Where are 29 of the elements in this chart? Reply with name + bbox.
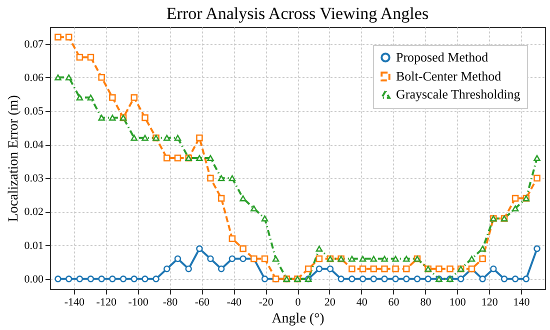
x-tick-label: 20: [324, 296, 336, 308]
chart-title: Error Analysis Across Viewing Angles: [166, 4, 429, 23]
x-tick-label: -60: [194, 296, 210, 308]
x-tick-label: 40: [356, 296, 368, 308]
x-tick-label: 80: [420, 296, 432, 308]
x-tick-label: 60: [388, 296, 400, 308]
x-axis-title: Angle (°): [272, 312, 325, 326]
y-tick-label: 0.06: [24, 72, 44, 84]
legend-label: Grayscale Thresholding: [396, 86, 521, 102]
x-tick-label: -140: [64, 296, 86, 308]
legend-label: Bolt-Center Method: [396, 68, 502, 84]
y-tick-label: 0.00: [24, 273, 44, 286]
x-tick-label: 0: [295, 296, 302, 308]
y-tick-label: 0.07: [24, 38, 44, 50]
x-tick-label: -80: [162, 296, 178, 308]
y-tick-label: 0.05: [24, 105, 44, 118]
x-tick-label: 120: [481, 296, 498, 308]
x-tick-label: -40: [226, 296, 242, 308]
legend-label: Proposed Method: [396, 50, 489, 64]
y-tick-label: 0.02: [24, 206, 44, 218]
x-tick-label: -100: [128, 296, 149, 308]
y-tick-label: 0.03: [24, 172, 44, 185]
y-tick-label: 0.01: [24, 240, 44, 252]
y-tick-label: 0.04: [24, 139, 44, 152]
x-tick-label: -120: [96, 296, 117, 308]
y-axis-title: Localization Error (m): [6, 94, 22, 222]
x-tick-label: 100: [449, 296, 466, 308]
x-tick-label: 140: [513, 296, 530, 308]
x-tick-label: -20: [258, 296, 274, 308]
